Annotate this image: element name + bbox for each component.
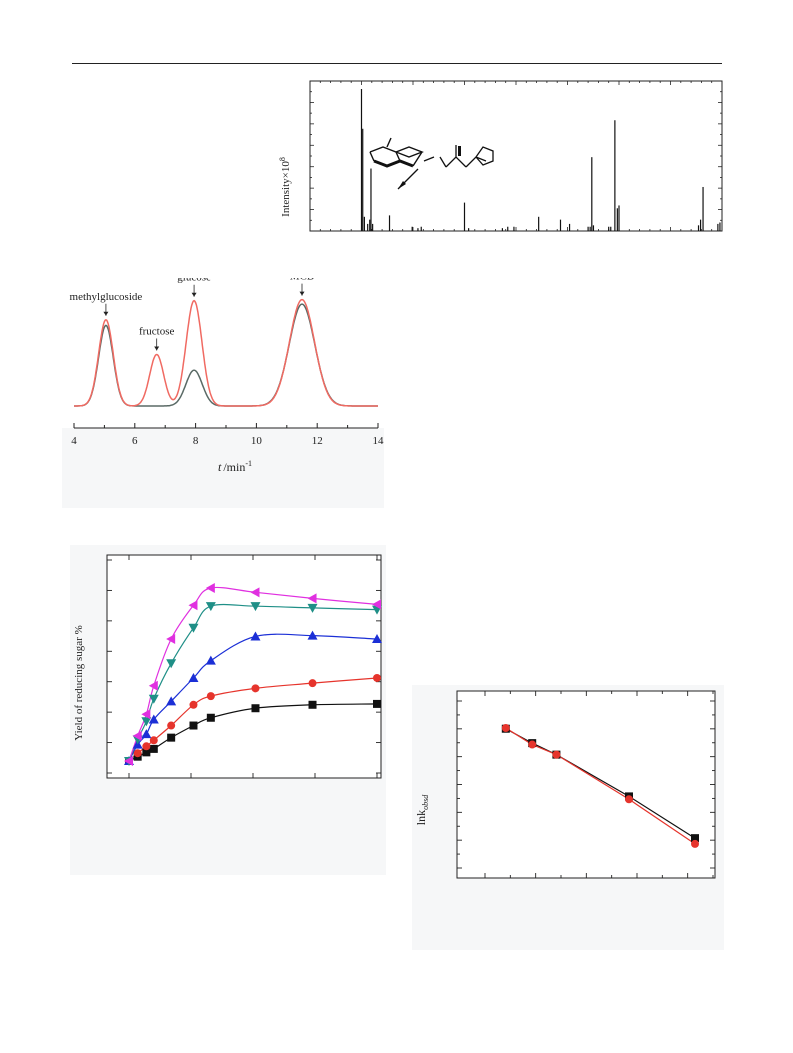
plot-background [62,278,384,428]
data-point [501,724,510,732]
data-point [625,795,633,804]
y-axis-label-sub: obsd [421,794,430,810]
molecule-structure-diagram [369,137,494,190]
page-header-rule [72,63,722,64]
y-axis-label: Yield of reducing sugar % [73,625,85,740]
annotation-arrowhead [154,346,160,351]
x-tick-label: 4 [71,435,77,447]
y-axis-label: lnkobsd [414,794,430,825]
reducing-sugar-yield-chart: Yield of reducing sugar % [73,554,382,779]
x-axis-label: t/min-1 [218,459,252,474]
data-point [205,583,215,593]
series-curve [128,603,378,762]
data-point [149,736,158,745]
mass-spectrum-chart: Intensity×108 [278,80,723,232]
data-point [373,699,381,708]
data-point [149,744,158,753]
x-axis-label-unit: /min [223,460,245,474]
series-curve [128,633,378,762]
data-point [250,631,261,641]
data-point [148,714,159,724]
mass-spectrum-panel: Intensity×108 [270,75,730,245]
data-point [251,684,260,693]
data-point [691,834,699,843]
data-point [307,603,318,613]
reducing-sugar-yield-panel: Yield of reducing sugar % [70,545,386,875]
data-point [307,593,317,604]
data-point [166,659,177,669]
data-point [189,721,198,730]
x-axis-label-sup: -1 [245,459,252,468]
series-curve [128,703,378,762]
data-point [133,749,142,758]
chromatogram-trace [74,298,378,407]
data-point [166,696,177,706]
annotation-arrowhead [103,311,109,316]
x-tick-label: 10 [251,435,263,447]
lnk-plot-panel: lnkobsd [412,685,724,950]
data-point [132,730,142,741]
data-point [142,748,151,757]
series-curve [128,677,378,762]
data-point [372,634,382,644]
peak-annotation-label: MCB [290,278,314,283]
data-point [205,602,216,612]
data-point [250,587,260,598]
data-point [250,602,261,612]
x-tick-label: 8 [193,435,199,447]
x-tick-label: 6 [132,435,138,447]
data-point [308,679,317,688]
y-axis-label-sup: 8 [278,157,287,161]
data-point [691,839,699,848]
x-tick-label: 12 [312,435,323,447]
peak-annotation-label: glucose [177,278,211,284]
lnk-plot-chart: lnkobsd [414,690,716,879]
data-point [148,680,158,691]
x-tick-label: 14 [373,435,385,447]
data-point [167,721,176,730]
y-axis-label: Intensity×108 [278,157,292,217]
data-point [188,672,199,682]
series-curve [128,586,378,762]
data-point [372,599,381,610]
y-axis-label-main: Intensity×10 [280,161,292,217]
plot-frame [456,690,716,879]
annotation-arrowhead [299,291,305,296]
data-point [141,709,151,720]
data-point [189,700,198,709]
data-point [148,694,159,704]
data-point [166,634,176,645]
x-axis-label-var: t [218,460,222,474]
data-point [141,717,152,727]
data-point [528,740,537,749]
data-point [167,733,176,742]
chromatogram-chart: t/min-1 4 6 8 10 12 14 methylglucoside fructose… [62,278,385,474]
y-axis-label-main: lnk [414,810,428,825]
data-point [373,673,381,682]
data-point [188,623,199,633]
peak-annotation-label: methylglucoside [70,291,143,303]
chromatogram-panel: t/min-1 4 6 8 10 12 14 methylglucoside fructose… [62,278,384,508]
data-point [205,655,216,665]
data-point [142,742,151,751]
data-point [552,750,561,759]
data-point [206,692,215,701]
data-point [188,600,198,611]
annotation-arrowhead [191,292,197,297]
data-point [308,700,317,709]
data-point [141,729,152,739]
peak-annotation-label: fructose [139,325,175,337]
data-point [124,756,133,766]
data-point [206,713,215,722]
data-point [251,704,260,713]
data-point [307,630,318,640]
